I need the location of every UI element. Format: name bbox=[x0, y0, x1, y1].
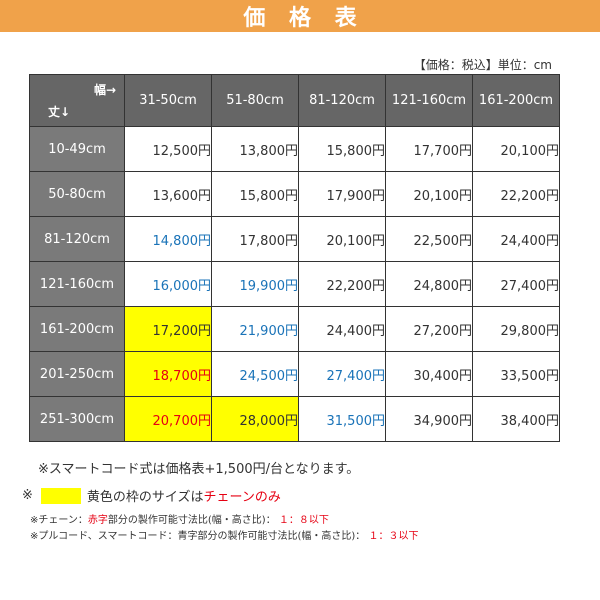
table-row: 10-49cm 12,500円 13,800円 15,800円 17,700円 20,10… bbox=[29, 126, 560, 172]
price-cell: 27,200円 bbox=[385, 306, 473, 352]
unit-note: 【価格：税込】単位：cm bbox=[413, 58, 552, 72]
pull-note-body: ※プルコード、スマートコード：青字部分の製作可能寸法比(幅・高さ比)： bbox=[30, 531, 366, 542]
column-header: 51-80cm bbox=[211, 74, 299, 127]
note-mark: ※ bbox=[22, 488, 33, 503]
column-header: 161-200cm bbox=[472, 74, 560, 127]
header-row: 幅→ 丈↓ 31-50cm 51-80cm 81-120cm 121-160cm… bbox=[29, 74, 560, 127]
height-label: 丈↓ bbox=[48, 105, 71, 119]
price-cell: 29,800円 bbox=[472, 306, 560, 352]
price-cell: 24,500円 bbox=[211, 351, 299, 397]
price-cell: 17,700円 bbox=[385, 126, 473, 172]
price-cell: 22,500円 bbox=[385, 216, 473, 262]
row-header: 50-80cm bbox=[29, 171, 125, 217]
price-cell: 16,000円 bbox=[124, 261, 212, 307]
column-header: 31-50cm bbox=[124, 74, 212, 127]
row-header: 251-300cm bbox=[29, 396, 125, 442]
chain-ratio: １：８以下 bbox=[278, 515, 329, 526]
price-cell: 13,600円 bbox=[124, 171, 212, 217]
table-row: 201-250cm 18,700円 24,500円 27,400円 30,400円 33,… bbox=[29, 351, 560, 397]
price-cell: 17,900円 bbox=[298, 171, 386, 217]
price-cell: 22,200円 bbox=[298, 261, 386, 307]
chain-ratio-note: ※チェーン：赤字部分の製作可能寸法比(幅・高さ比)： １：８以下 bbox=[30, 511, 329, 526]
price-cell: 27,400円 bbox=[472, 261, 560, 307]
chain-note-body: 部分の製作可能寸法比(幅・高さ比)： bbox=[107, 515, 276, 526]
column-header: 121-160cm bbox=[385, 74, 473, 127]
price-cell: 15,800円 bbox=[298, 126, 386, 172]
row-header: 121-160cm bbox=[29, 261, 125, 307]
price-cell: 30,400円 bbox=[385, 351, 473, 397]
price-table: 幅→ 丈↓ 31-50cm 51-80cm 81-120cm 121-160cm… bbox=[29, 74, 560, 442]
price-cell: 20,100円 bbox=[298, 216, 386, 262]
row-header: 10-49cm bbox=[29, 126, 125, 172]
price-cell: 18,700円 bbox=[124, 351, 212, 397]
price-cell: 22,200円 bbox=[472, 171, 560, 217]
price-cell: 31,500円 bbox=[298, 396, 386, 442]
price-cell: 24,400円 bbox=[298, 306, 386, 352]
price-cell: 33,500円 bbox=[472, 351, 560, 397]
red-text-label: 赤字 bbox=[87, 515, 108, 526]
table-row: 81-120cm 14,800円 17,800円 20,100円 22,500円 24,4… bbox=[29, 216, 560, 262]
chain-only-text: チェーンのみ bbox=[203, 490, 281, 505]
price-cell: 19,900円 bbox=[211, 261, 299, 307]
row-header: 201-250cm bbox=[29, 351, 125, 397]
price-cell: 24,800円 bbox=[385, 261, 473, 307]
pull-ratio-note: ※プルコード、スマートコード：青字部分の製作可能寸法比(幅・高さ比)： １：３以… bbox=[30, 527, 418, 542]
price-cell: 24,400円 bbox=[472, 216, 560, 262]
corner-cell: 幅→ 丈↓ bbox=[29, 74, 125, 127]
column-header: 81-120cm bbox=[298, 74, 386, 127]
price-cell: 20,100円 bbox=[385, 171, 473, 217]
price-cell: 38,400円 bbox=[472, 396, 560, 442]
price-cell: 34,900円 bbox=[385, 396, 473, 442]
price-cell: 14,800円 bbox=[124, 216, 212, 262]
pull-ratio: １：３以下 bbox=[368, 531, 419, 542]
page-title: 価 格 表 bbox=[243, 6, 365, 31]
table-row: 121-160cm 16,000円 19,900円 22,200円 24,800円 27,… bbox=[29, 261, 560, 307]
chain-note-label: ※チェーン： bbox=[30, 515, 88, 526]
price-cell: 15,800円 bbox=[211, 171, 299, 217]
yellow-note: ※ 黄色の枠のサイズは チェーンのみ bbox=[22, 486, 281, 505]
price-cell: 12,500円 bbox=[124, 126, 212, 172]
price-cell: 20,700円 bbox=[124, 396, 212, 442]
row-header: 81-120cm bbox=[29, 216, 125, 262]
price-cell: 13,800円 bbox=[211, 126, 299, 172]
price-cell: 17,800円 bbox=[211, 216, 299, 262]
price-cell: 17,200円 bbox=[124, 306, 212, 352]
price-cell: 21,900円 bbox=[211, 306, 299, 352]
price-cell: 28,000円 bbox=[211, 396, 299, 442]
price-cell: 27,400円 bbox=[298, 351, 386, 397]
title-banner: 価 格 表 bbox=[0, 0, 600, 32]
width-label: 幅→ bbox=[93, 83, 116, 97]
table-row: 161-200cm 17,200円 21,900円 24,400円 27,200円 29,… bbox=[29, 306, 560, 352]
price-cell: 20,100円 bbox=[472, 126, 560, 172]
table-row: 50-80cm 13,600円 15,800円 17,900円 20,100円 22,20… bbox=[29, 171, 560, 217]
row-header: 161-200cm bbox=[29, 306, 125, 352]
table-row: 251-300cm 20,700円 28,000円 31,500円 34,900円 38,… bbox=[29, 396, 560, 442]
yellow-note-text: 黄色の枠のサイズは bbox=[86, 490, 204, 505]
yellow-swatch bbox=[40, 487, 81, 504]
smartcord-note: ※スマートコード式は価格表+1,500円/台となります。 bbox=[38, 462, 360, 477]
